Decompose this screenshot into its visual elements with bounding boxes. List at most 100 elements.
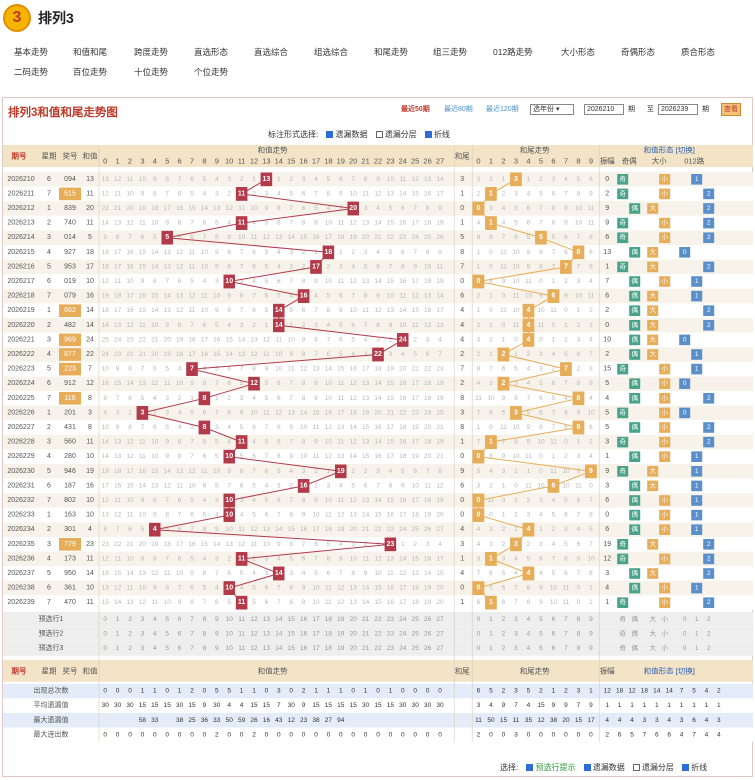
odd-even-mark	[629, 451, 641, 462]
nav-item-2[interactable]: 跨度走势	[134, 47, 169, 57]
tail-mark-top-label: 6	[551, 482, 555, 489]
big-small-label: 小	[661, 276, 668, 285]
tail-mark-top	[497, 376, 510, 391]
stats-tail-cell: 0	[589, 731, 593, 738]
nav-item-0[interactable]: 基本走势	[14, 47, 49, 57]
sum-miss: 11	[251, 234, 258, 241]
sum-miss: 8	[227, 249, 231, 256]
tail-mark-top-label: 9	[589, 468, 593, 475]
recent-120-link[interactable]: 最近120期	[486, 106, 519, 113]
nav-item-14[interactable]: 十位走势	[134, 67, 169, 77]
tail-mark-top	[560, 362, 572, 376]
recent-80-link[interactable]: 最近80期	[444, 106, 473, 113]
odd-even-mark	[629, 305, 641, 316]
sum-miss: 4	[203, 555, 207, 562]
route-label: 2	[707, 190, 711, 197]
big-small-label: 小	[661, 583, 668, 592]
table-row	[3, 215, 753, 231]
sum-miss: 1	[252, 176, 256, 183]
footer-pre-label: 预选行提示	[535, 763, 576, 772]
sum-miss: 7	[128, 234, 132, 241]
sum-miss: 6	[277, 395, 281, 402]
sum-miss: 13	[350, 599, 358, 606]
nav-item-9[interactable]: 大小形态	[561, 47, 596, 57]
route-mark	[703, 188, 715, 200]
big-small-mark	[659, 188, 671, 200]
nav-item-5[interactable]: 组选综合	[314, 47, 349, 57]
nav-item-3[interactable]: 直选形态	[194, 47, 229, 57]
row-amp: 3	[605, 482, 609, 489]
sum-miss: 16	[126, 307, 134, 314]
from-issue-input[interactable]: 2026210	[584, 104, 624, 115]
sum-miss: 14	[226, 351, 234, 358]
footer-pre-checkbox[interactable]	[526, 764, 534, 772]
nav-item-12[interactable]: 二码走势	[14, 67, 49, 77]
stats-tail-cell: 5	[489, 688, 493, 695]
nav-item-6[interactable]: 和尾走势	[374, 47, 409, 57]
sum-miss: 13	[288, 409, 296, 416]
query-button[interactable]: 查看	[721, 103, 741, 116]
nav-item-8[interactable]: 012路走势	[493, 47, 533, 57]
sum-miss: 16	[374, 424, 382, 431]
row-tail: 0	[460, 453, 464, 460]
to-issue-input[interactable]: 2026239	[658, 104, 698, 115]
sum-miss: 2	[153, 409, 157, 416]
sum-miss: 11	[399, 176, 406, 183]
route-label: 0	[683, 380, 687, 387]
odd-even-mark	[617, 174, 629, 185]
miss-checkbox[interactable]	[326, 131, 334, 139]
sum-miss: 9	[227, 468, 231, 475]
nav-item-1[interactable]: 和值和尾	[73, 47, 108, 57]
sum-miss: 5	[240, 453, 244, 460]
sum-mark-top-label: 7	[190, 366, 194, 373]
big-small-mark	[647, 334, 659, 346]
footer-layer-checkbox[interactable]	[632, 764, 640, 772]
nav-item-11[interactable]: 质合形态	[681, 47, 716, 57]
bottom-header-prize: 奖号	[63, 665, 78, 675]
nav-item-10[interactable]: 奇偶形态	[621, 47, 656, 57]
row-issue: 2026219	[7, 307, 34, 314]
sum-miss: 14	[114, 599, 122, 606]
sum-miss: 13	[164, 263, 172, 270]
preselect-tail-cell: 7	[564, 645, 568, 652]
nav-item-13[interactable]: 百位走势	[73, 67, 108, 77]
sum-miss: 8	[277, 453, 281, 460]
sum-miss: 1	[277, 176, 281, 183]
sum-miss: 11	[325, 585, 332, 592]
sum-miss: 7	[265, 453, 269, 460]
layer-checkbox[interactable]	[375, 131, 383, 139]
sum-miss: 8	[289, 541, 293, 548]
sum-miss: 11	[127, 585, 134, 592]
stats-sum-cell: 30	[399, 702, 407, 709]
sum-miss: 24	[424, 409, 432, 416]
header-tail-col: 8	[576, 157, 580, 166]
stats-label: 出现总次数	[34, 686, 69, 695]
sum-miss: 4	[252, 570, 256, 577]
big-small-label: 小	[661, 232, 668, 241]
sum-miss: 15	[139, 249, 147, 256]
preselect-sum-cell: 10	[226, 616, 234, 623]
sum-miss: 2	[240, 176, 244, 183]
sum-miss: 12	[350, 220, 358, 227]
display-options: 标注形式选择: 遗漏数据 遗漏分层 折线	[268, 129, 450, 140]
year-select[interactable]: 选年份 ▾	[530, 104, 574, 115]
tail-miss: 3	[552, 176, 556, 183]
line-checkbox[interactable]	[424, 131, 432, 139]
tail-miss: 6	[502, 366, 506, 373]
sum-miss: 22	[399, 409, 407, 416]
recent-50-link[interactable]: 最近50期	[401, 106, 430, 113]
prize-highlight	[59, 362, 81, 376]
nav-item-4[interactable]: 直选综合	[254, 47, 289, 57]
footer-line-checkbox[interactable]	[682, 764, 690, 772]
header-sum-col: 2	[128, 157, 132, 166]
tail-mark-top-label: 4	[526, 526, 530, 533]
header-sum-col: 11	[238, 157, 246, 166]
sum-miss: 9	[438, 249, 442, 256]
tail-miss: 4	[552, 541, 556, 548]
sum-miss: 5	[227, 599, 231, 606]
sum-mark-top	[198, 420, 211, 435]
sum-miss: 3	[327, 482, 331, 489]
footer-miss-checkbox[interactable]	[583, 764, 591, 772]
nav-item-7[interactable]: 组三走势	[433, 47, 468, 57]
nav-item-15[interactable]: 个位走势	[194, 67, 229, 77]
